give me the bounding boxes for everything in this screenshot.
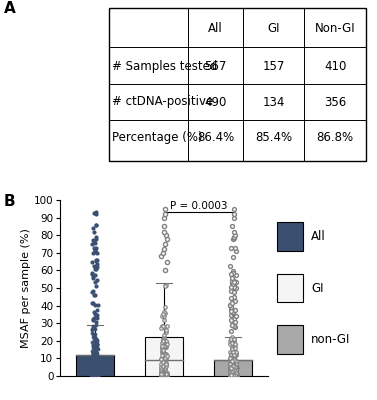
Text: B: B [4,194,15,209]
Text: 157: 157 [262,60,285,73]
Text: 567: 567 [204,60,227,73]
Text: non-GI: non-GI [311,333,350,346]
Text: Non-GI: Non-GI [315,22,356,35]
Text: 490: 490 [204,96,227,108]
Bar [277,325,303,354]
Text: All: All [311,230,326,243]
Text: Percentage (%): Percentage (%) [112,131,203,144]
Text: 410: 410 [324,60,346,73]
Text: 356: 356 [324,96,346,108]
Text: # ctDNA-positive: # ctDNA-positive [112,96,214,108]
Text: 86.8%: 86.8% [317,131,354,144]
Text: 86.4%: 86.4% [197,131,234,144]
Text: GI: GI [267,22,280,35]
Bar [277,222,303,251]
Text: P = 0.0003: P = 0.0003 [170,202,227,212]
Text: # Samples tested: # Samples tested [112,60,218,73]
Text: 85.4%: 85.4% [255,131,292,144]
Bar [214,360,252,376]
Y-axis label: MSAF per sample (%): MSAF per sample (%) [21,228,31,348]
Bar [277,274,303,302]
Text: A: A [4,1,16,16]
Text: GI: GI [311,282,323,294]
Bar [76,355,114,376]
Text: All: All [208,22,223,35]
Text: 134: 134 [262,96,285,108]
Bar [145,337,183,376]
